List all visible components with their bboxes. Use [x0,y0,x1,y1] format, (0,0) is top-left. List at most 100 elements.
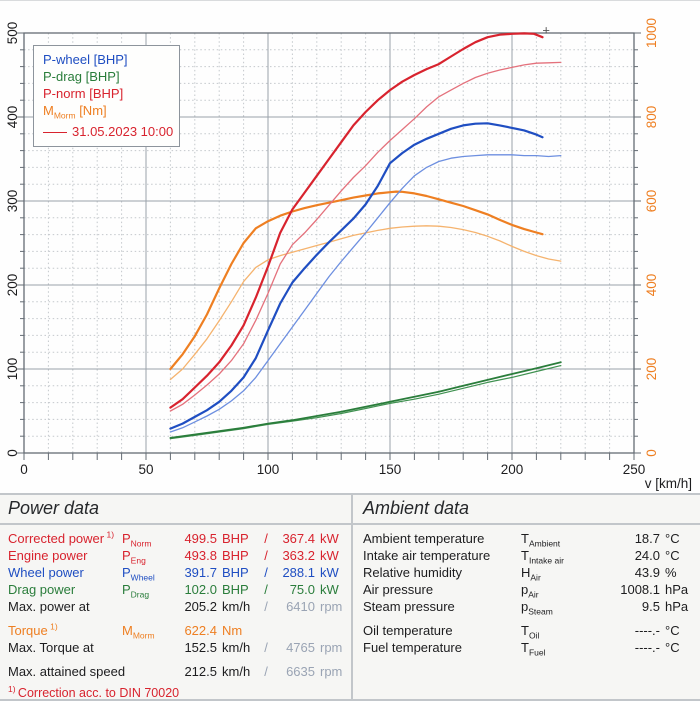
row-symbol [122,598,176,615]
unit-primary: km/h [222,664,251,679]
value-primary: 493.8 [184,548,217,563]
ambient-table: Ambient temperature TAmbient 18.7 °C Intake … [363,530,694,658]
row-label: Oil temperature [363,623,453,638]
unit: hPa [665,599,689,614]
power-table-row: Drag power PDrag 102.0 BHP / 75.0 kW [8,581,345,600]
row-label: Max. power at [8,599,90,614]
value-primary: 391.7 [184,565,217,580]
y-left-tick-label: 400 [5,106,20,129]
legend-run-date: 31.05.2023 10:00 [43,123,173,140]
y-left-tick-label: 500 [5,22,20,45]
value: 9.5 [641,599,660,614]
unit-secondary: rpm [320,664,343,679]
legend-item: P-norm [BHP] [43,85,171,102]
value-separator: / [264,531,268,546]
row-symbol: PDrag [122,582,150,600]
value-secondary: 75.0 [289,582,315,597]
row-label: Intake air temperature [363,548,491,563]
legend-item-label: P-norm [BHP] [43,86,124,101]
value-secondary: 367.4 [282,531,315,546]
value: ----.- [634,623,660,638]
value-primary: 212.5 [184,664,217,679]
legend-item-label: MMorm [Nm] [43,103,107,121]
y-left-tick-label: 300 [5,190,20,213]
ambient-table-row: Steam pressure pSteam 9.5 hPa [363,598,694,616]
footnote-ref: 1) [104,529,115,540]
max-power-marker: + [542,22,550,37]
grid [24,33,634,453]
footnote-ref: 1) [8,683,18,694]
row-label: Relative humidity [363,565,462,580]
curve-p-wheel-ref [169,154,562,433]
ambient-table-row: Air pressure pAir 1008.1 hPa [363,581,694,600]
y-right-tick-label: 800 [644,106,659,129]
row-label: Torque 1) [8,621,58,638]
row-symbol: TOil [521,623,540,641]
ambient-table-row: Fuel temperature TFuel ----.- °C [363,639,694,658]
power-table-row: Max. attained speed 212.5 km/h / 6635 rpm [8,663,345,680]
y-right-tick-label: 1000 [644,18,659,48]
power-data-panel: Power data Corrected power 1) PNorm 499.5 B… [0,495,353,699]
correction-footnote: 1) Correction acc. to DIN 70020Correctio… [8,683,345,699]
row-symbol: pAir [521,582,539,600]
unit-primary: BHP [222,548,249,563]
data-tables: Power data Corrected power 1) PNorm 499.5 B… [0,493,700,701]
ambient-data-title: Ambient data [353,495,700,525]
row-symbol: TFuel [521,640,546,658]
unit-secondary: rpm [320,640,343,655]
row-symbol: MMorm [122,623,155,641]
value: 18.7 [634,531,660,546]
unit-primary: Nm [222,623,243,638]
power-table-row: Max. Torque at 152.5 km/h / 4765 rpm [8,639,345,656]
unit-primary: BHP [222,531,249,546]
curves [169,32,562,440]
legend-item-label: P-wheel [BHP] [43,52,128,67]
unit-secondary: rpm [320,599,343,614]
value-secondary: 6410 [286,599,315,614]
value-primary: 499.5 [184,531,217,546]
x-tick-label: 100 [257,462,280,477]
curve-m-norm-ref [169,225,562,381]
row-symbol [122,639,176,656]
legend-item: P-wheel [BHP] [43,51,171,68]
ambient-data-panel: Ambient data Ambient temperature TAmbient… [353,495,700,699]
power-table-row: Torque 1) MMorm 622.4 Nm [8,622,345,639]
row-label: Fuel temperature [363,640,462,655]
row-label: Drag power [8,582,76,597]
unit: % [665,565,677,580]
unit-secondary: kW [320,582,339,597]
row-label: Wheel power [8,565,84,580]
value-primary: 622.4 [184,623,217,638]
unit: °C [665,623,680,638]
row-label: Max. Torque at [8,640,94,655]
ambient-table-row: Ambient temperature TAmbient 18.7 °C [363,530,694,548]
x-axis-unit-label: v [km/h] [645,476,692,491]
unit-primary: km/h [222,599,251,614]
unit-secondary: kW [320,531,339,546]
power-data-title: Power data [0,495,351,525]
ambient-table-row: Oil temperature TOil ----.- °C [363,622,694,641]
y-left-tick-label: 200 [5,274,20,297]
unit-secondary [318,622,348,639]
value-separator: / [264,599,268,614]
power-table-row: Engine power PEng 493.8 BHP / 363.2 kW [8,547,345,566]
y-right-tick-label: 400 [644,274,659,297]
value-secondary: 363.2 [282,548,315,563]
y-right-tick-label: 200 [644,358,659,381]
value: 1008.1 [620,582,660,597]
row-symbol: PEng [122,548,146,566]
row-symbol [122,663,176,680]
row-label: Ambient temperature [363,531,485,546]
x-tick-label: 150 [379,462,402,477]
power-table-row: Wheel power PWheel 391.7 BHP / 288.1 kW [8,564,345,583]
value: 24.0 [634,548,660,563]
row-symbol: HAir [521,565,541,583]
value-separator [260,622,272,639]
x-tick-label: 0 [20,462,28,477]
value-separator: / [264,640,268,655]
y-right-tick-label: 600 [644,190,659,213]
row-symbol: PWheel [122,565,155,583]
unit-primary: km/h [222,640,251,655]
y-left-tick-label: 100 [5,358,20,381]
